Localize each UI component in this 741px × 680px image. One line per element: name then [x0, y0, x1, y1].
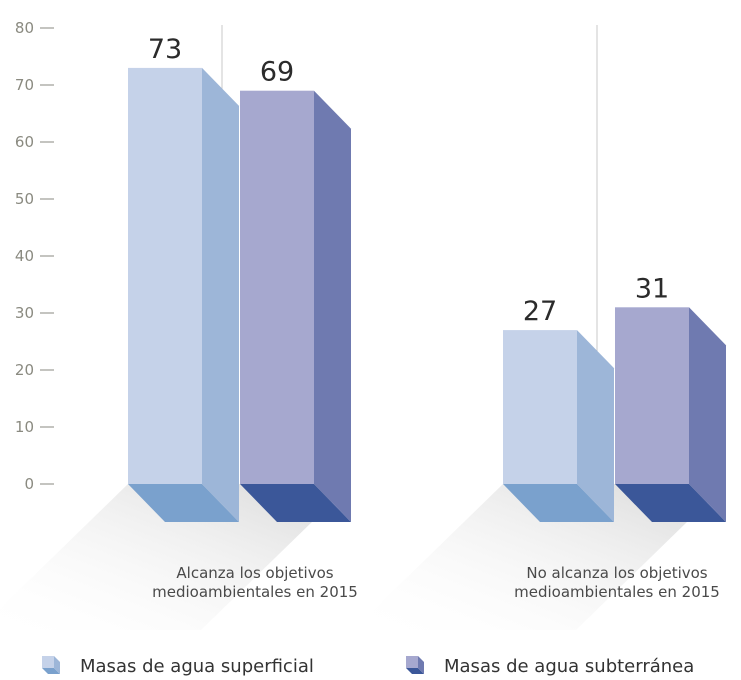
y-tick-label: 30: [15, 304, 34, 322]
y-tick-label: 10: [15, 418, 34, 436]
category-label-line: medioambientales en 2015: [152, 583, 358, 601]
category-label: No alcanza los objetivos medioambientales…: [514, 564, 720, 601]
category-labels: Alcanza los objetivos medioambientales en…: [152, 564, 720, 601]
data-labels: 73 69 27 31: [148, 34, 669, 327]
bar-front: [240, 90, 314, 484]
legend-swatch-front: [42, 656, 54, 668]
legend-label: Masas de agua subterránea: [444, 656, 694, 677]
legend-item-subterranea: Masas de agua subterránea: [406, 656, 694, 677]
y-tick-label: 80: [15, 19, 34, 37]
bar-superficial-1: [128, 67, 239, 523]
bar-subterranea-1: [240, 90, 351, 522]
bar-shadow-2: [353, 484, 726, 630]
data-label: 31: [635, 273, 669, 304]
y-tick-label: 40: [15, 247, 34, 265]
category-label: Alcanza los objetivos medioambientales en…: [152, 564, 358, 601]
legend-swatch-side: [54, 656, 60, 674]
y-tick-label: 20: [15, 361, 34, 379]
bar-superficial-2: [503, 330, 614, 522]
y-axis: 0 10 20 30 40 50 60 70 80: [15, 19, 54, 493]
bar-front: [615, 307, 689, 484]
legend-item-superficial: Masas de agua superficial: [42, 656, 314, 677]
bar-subterranea-2: [615, 307, 726, 522]
category-label-line: medioambientales en 2015: [514, 583, 720, 601]
legend-swatch-side: [418, 656, 424, 674]
legend-swatch-front: [406, 656, 418, 668]
y-tick-label: 60: [15, 133, 34, 151]
bar-front: [128, 67, 202, 485]
bar-side: [202, 67, 239, 523]
category-label-line: Alcanza los objetivos: [176, 564, 333, 582]
bars: [128, 67, 726, 523]
bar-front: [503, 330, 577, 484]
data-label: 27: [523, 296, 557, 327]
legend: Masas de agua superficial Masas de agua s…: [42, 656, 694, 677]
data-label: 73: [148, 34, 182, 65]
bar-side: [314, 90, 351, 522]
bar-shadow-1: [0, 484, 351, 630]
bar-side: [689, 307, 726, 522]
data-label: 69: [260, 57, 294, 88]
y-tick-label: 70: [15, 76, 34, 94]
y-tick-label: 0: [24, 475, 34, 493]
bar-side: [577, 330, 614, 522]
bar-shadows: [0, 484, 726, 630]
y-tick-label: 50: [15, 190, 34, 208]
legend-label: Masas de agua superficial: [80, 656, 314, 677]
category-label-line: No alcanza los objetivos: [526, 564, 707, 582]
